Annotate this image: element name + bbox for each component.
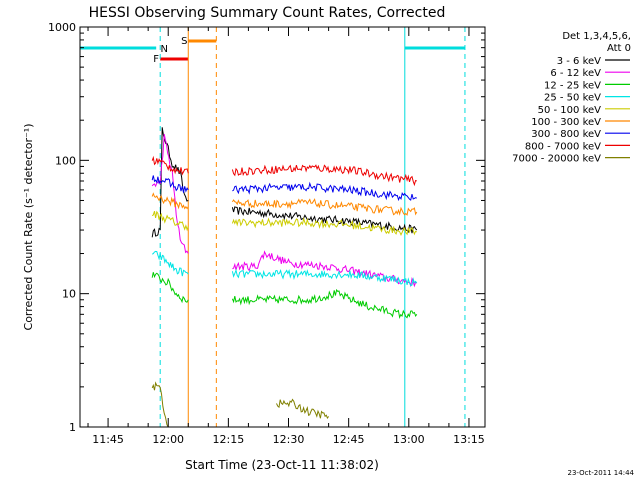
series-line	[151, 155, 189, 176]
legend-label: 6 - 12 keV	[550, 68, 601, 79]
y-axis-label: Corrected Count Rate (s⁻¹ detector⁻¹)	[22, 124, 35, 331]
x-tick-label: 12:45	[333, 433, 365, 446]
series-line	[231, 216, 418, 237]
y-tick-label: 10	[62, 288, 76, 301]
series-line	[232, 181, 417, 202]
series-line	[231, 164, 417, 187]
series-line	[151, 250, 189, 277]
series-line	[276, 398, 330, 420]
legend-label: 3 - 6 keV	[557, 56, 601, 67]
tick-layer: 1 10 100 1000 11:45 12:00 12:15 12:30 12:45 13:00…	[48, 21, 485, 446]
legend-label: 800 - 7000 keV	[525, 141, 601, 152]
plot-frame	[79, 26, 486, 428]
series-line	[231, 206, 418, 234]
chart-title: HESSI Observing Summary Count Rates, Cor…	[89, 5, 446, 21]
legend-title: Det 1,3,4,5,6,	[562, 31, 631, 42]
flag-s-label: S	[181, 36, 187, 47]
legend-label: 7000 - 20000 keV	[512, 154, 601, 165]
x-tick-label: 11:45	[92, 433, 124, 446]
series-line	[151, 210, 189, 232]
axes-layer	[79, 26, 486, 428]
y-tick-label: 100	[55, 154, 76, 167]
series-line	[151, 175, 189, 193]
legend-label: 50 - 100 keV	[538, 105, 602, 116]
y-tick-label: 1000	[48, 21, 76, 34]
x-tick-label: 13:15	[453, 433, 485, 446]
legend-subtitle: Att 0	[607, 43, 631, 54]
flag-layer: NF S	[80, 27, 466, 427]
series-line	[151, 381, 169, 428]
series-line	[151, 127, 189, 238]
series-line	[151, 272, 189, 304]
flag-f-label: F	[153, 54, 159, 65]
y-tick-label: 1	[69, 421, 76, 434]
flag-n-label: N	[160, 44, 167, 55]
series-line	[231, 288, 418, 319]
series-layer	[151, 127, 418, 428]
series-line	[231, 268, 418, 287]
x-tick-label: 13:00	[393, 433, 425, 446]
legend-label: 12 - 25 keV	[544, 80, 601, 91]
series-line	[232, 250, 418, 288]
legend-label: 100 - 300 keV	[531, 117, 601, 128]
x-tick-label: 12:00	[152, 433, 184, 446]
series-line	[151, 133, 189, 254]
legend-label: 300 - 800 keV	[531, 129, 601, 140]
x-tick-label: 12:30	[273, 433, 305, 446]
x-tick-label: 12:15	[213, 433, 245, 446]
footer-date: 23-Oct-2011 14:44	[568, 469, 635, 477]
legend-label: 25 - 50 keV	[544, 93, 601, 104]
x-axis-label: Start Time (23-Oct-11 11:38:02)	[185, 458, 379, 472]
series-line	[231, 198, 418, 216]
series-line	[151, 192, 189, 210]
